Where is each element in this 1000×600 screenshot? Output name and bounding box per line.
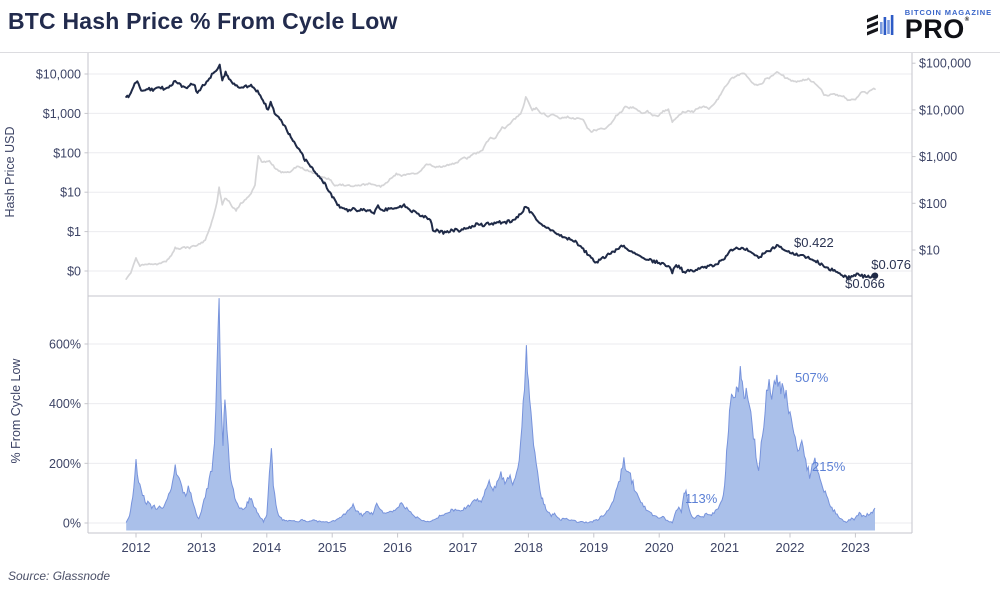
hash-price-line <box>125 63 876 281</box>
x-tick-label: 2018 <box>514 540 543 555</box>
y-tick-label-left: $0 <box>67 265 81 279</box>
annotation-hash-price: $0.422 <box>794 235 834 250</box>
y-tick-label-right: $10,000 <box>919 103 964 117</box>
brand-text: BITCOIN MAGAZINE PRO® <box>904 8 992 44</box>
header-divider <box>0 52 1000 53</box>
page-title: BTC Hash Price % From Cycle Low <box>8 8 398 34</box>
bitcoin-magazine-pro-logo: BITCOIN MAGAZINE PRO® <box>866 8 992 44</box>
source-note: Source: Glassnode <box>8 569 111 583</box>
y-axis-title-top: Hash Price USD <box>3 127 17 218</box>
y-tick-label-right: $100 <box>919 197 947 211</box>
x-tick-label: 2021 <box>710 540 739 555</box>
y-tick-label-left: $10 <box>60 186 81 200</box>
y-axis-title-bottom: % From Cycle Low <box>9 358 23 464</box>
x-tick-label: 2019 <box>579 540 608 555</box>
x-tick-label: 2020 <box>645 540 674 555</box>
annotation-hash-price: $0.066 <box>845 276 885 291</box>
y-tick-label-left: $100 <box>53 146 81 160</box>
y-tick-label-left: 400% <box>49 397 81 411</box>
x-tick-label: 2023 <box>841 540 870 555</box>
bitcoin-magazine-pro-logo-icon <box>866 14 894 36</box>
brand-main-label: PRO® <box>904 13 970 44</box>
y-tick-label-left: $1 <box>67 225 81 239</box>
y-tick-label-left: $10,000 <box>36 68 81 82</box>
annotation-pct: 215% <box>812 459 846 474</box>
x-tick-label: 2022 <box>776 540 805 555</box>
y-tick-label-left: 600% <box>49 338 81 352</box>
brand-top-label: BITCOIN MAGAZINE <box>904 8 992 17</box>
x-tick-label: 2015 <box>318 540 347 555</box>
annotation-pct: 113% <box>685 491 718 506</box>
y-tick-label-left: $1,000 <box>43 107 81 121</box>
annotation-pct: 507% <box>795 370 829 385</box>
y-tick-label-right: $10 <box>919 244 940 258</box>
y-tick-label-left: 0% <box>63 517 81 531</box>
pct-from-cycle-low-line <box>125 298 876 524</box>
y-tick-label-right: $100,000 <box>919 57 971 71</box>
registered-mark: ® <box>964 16 970 23</box>
x-tick-label: 2013 <box>187 540 216 555</box>
btc-price-line <box>125 71 876 280</box>
x-tick-label: 2016 <box>383 540 412 555</box>
annotation-hash-price: $0.076 <box>871 257 911 272</box>
hash-price-end-dot <box>871 272 879 279</box>
x-tick-label: 2012 <box>122 540 151 555</box>
y-tick-label-right: $1,000 <box>919 150 957 164</box>
x-tick-label: 2017 <box>449 540 478 555</box>
pct-from-cycle-low-area <box>126 298 875 531</box>
y-tick-label-left: 200% <box>49 457 81 471</box>
x-tick-label: 2014 <box>252 540 281 555</box>
